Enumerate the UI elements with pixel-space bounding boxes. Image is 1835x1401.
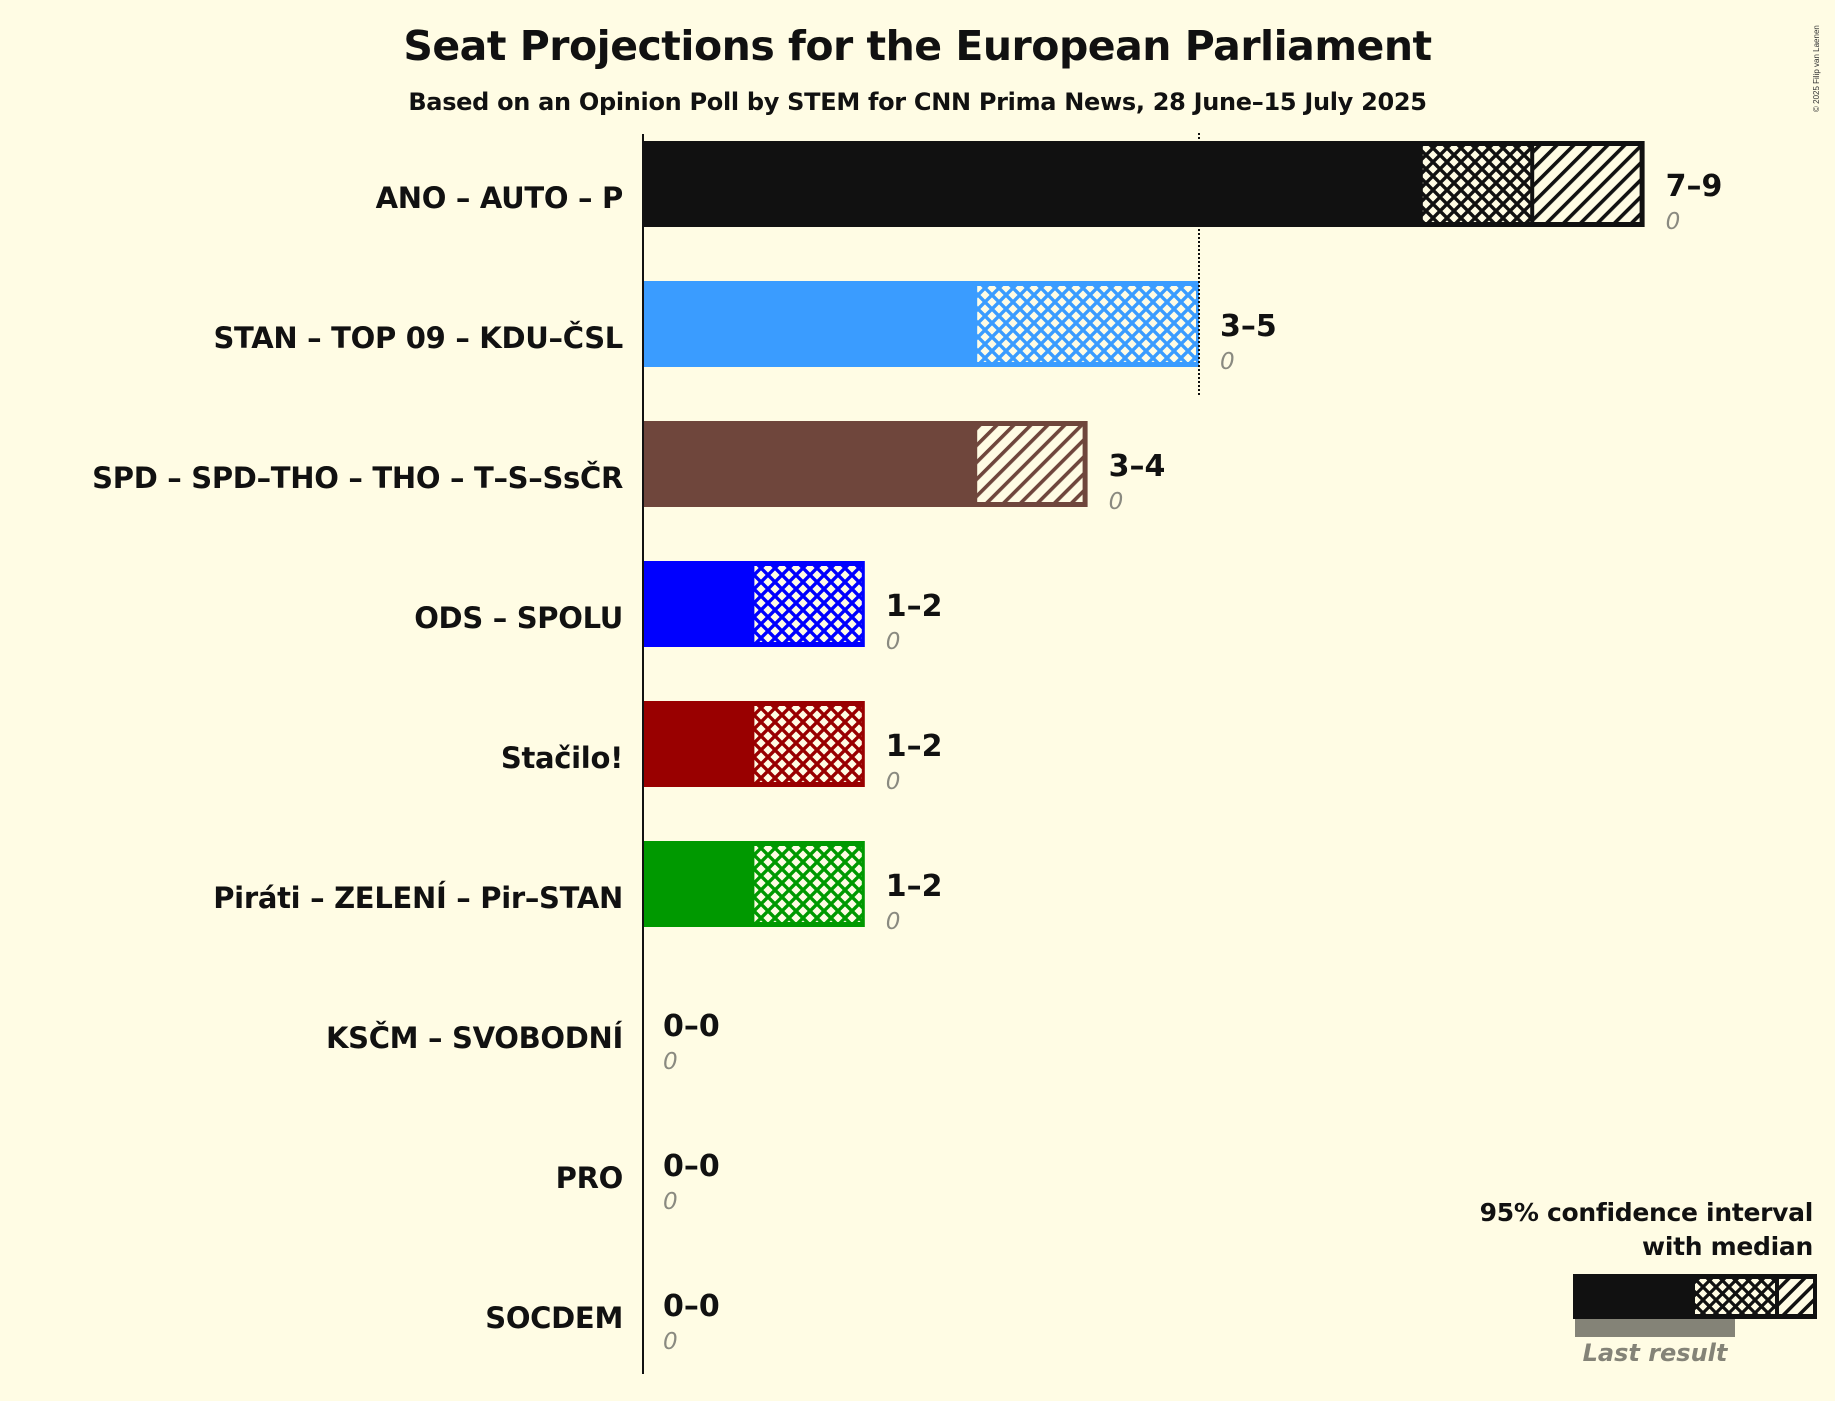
copyright-notice: © 2025 Filip van Laenen bbox=[1812, 25, 1821, 112]
seat-range-label: 0–0 bbox=[663, 1289, 720, 1324]
party-label: Stačilo! bbox=[500, 741, 623, 775]
last-result-label: 0 bbox=[663, 1049, 678, 1075]
party-row: Piráti – ZELENÍ – Pir–STAN 1–2 0 bbox=[0, 841, 1835, 981]
party-row: ODS – SPOLU 1–2 0 bbox=[0, 561, 1835, 701]
seat-range-label: 0–0 bbox=[663, 1009, 720, 1044]
chart-subtitle: Based on an Opinion Poll by STEM for CNN… bbox=[408, 88, 1427, 116]
party-row: KSČM – SVOBODNÍ 0–0 0 bbox=[0, 981, 1835, 1121]
last-result-label: 0 bbox=[885, 629, 901, 655]
legend-last-result-label: Last result bbox=[1582, 1339, 1728, 1367]
legend-ci-swatch-icon bbox=[1573, 1274, 1817, 1319]
party-row: ANO – AUTO – P 7–9 0 bbox=[0, 141, 1835, 281]
last-result-label: 0 bbox=[663, 1329, 678, 1355]
seat-range-label: 1–2 bbox=[885, 589, 943, 624]
seat-range-bar bbox=[642, 281, 1199, 367]
seat-range-bar bbox=[642, 141, 1645, 227]
last-result-label: 0 bbox=[663, 1189, 678, 1215]
party-label: KSČM – SVOBODNÍ bbox=[325, 1021, 623, 1055]
party-row: Stačilo! 1–2 0 bbox=[0, 701, 1835, 841]
seat-range-bar bbox=[642, 701, 865, 787]
party-row: SPD – SPD–THO – THO – T–S–SsČR 3–4 0 bbox=[0, 421, 1835, 561]
seat-range-label: 1–2 bbox=[885, 729, 943, 764]
last-result-label: 0 bbox=[1665, 209, 1681, 235]
seat-range-label: 7–9 bbox=[1665, 169, 1723, 204]
legend-line-1: 95% confidence interval bbox=[1479, 1198, 1814, 1227]
chart-title: Seat Projections for the European Parlia… bbox=[403, 22, 1432, 70]
legend-title: 95% confidence interval with median bbox=[1479, 1196, 1814, 1264]
legend-last-result-swatch bbox=[1575, 1319, 1735, 1337]
seat-range-label: 1–2 bbox=[885, 869, 943, 904]
seat-range-bar bbox=[642, 421, 1088, 507]
seat-range-label: 3–5 bbox=[1220, 309, 1277, 344]
party-label: ANO – AUTO – P bbox=[375, 181, 624, 215]
party-label: PRO bbox=[555, 1161, 624, 1195]
party-label: SOCDEM bbox=[485, 1301, 623, 1335]
last-result-label: 0 bbox=[1220, 349, 1235, 375]
last-result-label: 0 bbox=[1108, 489, 1124, 515]
party-label: ODS – SPOLU bbox=[414, 601, 623, 635]
party-label: SPD – SPD–THO – THO – T–S–SsČR bbox=[92, 461, 623, 495]
legend-ci-bar bbox=[1573, 1274, 1817, 1319]
seat-range-bar bbox=[642, 841, 865, 927]
last-result-label: 0 bbox=[885, 769, 901, 795]
party-label: Piráti – ZELENÍ – Pir–STAN bbox=[213, 881, 623, 915]
seat-range-label: 0–0 bbox=[663, 1149, 720, 1184]
party-row: PRO 0–0 0 bbox=[0, 1121, 1835, 1261]
y-axis-line bbox=[642, 134, 644, 1374]
last-result-label: 0 bbox=[885, 909, 901, 935]
seat-range-bar bbox=[642, 561, 865, 647]
party-row: STAN – TOP 09 – KDU–ČSL 3–5 0 bbox=[0, 281, 1835, 421]
majority-line bbox=[1198, 133, 1200, 395]
party-row: SOCDEM 0–0 0 bbox=[0, 1261, 1835, 1401]
party-label: STAN – TOP 09 – KDU–ČSL bbox=[213, 321, 623, 355]
legend-line-2: with median bbox=[1642, 1232, 1813, 1261]
seat-range-label: 3–4 bbox=[1108, 449, 1166, 484]
